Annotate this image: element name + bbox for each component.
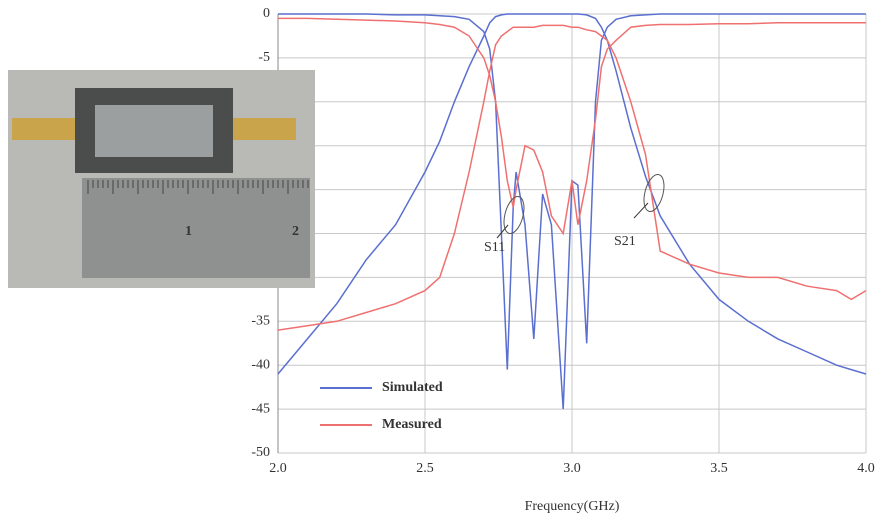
series-line	[277, 24, 867, 331]
ruler-label: 2	[292, 224, 299, 239]
ruler	[82, 178, 310, 278]
legend-label: Measured	[382, 417, 442, 432]
x-tick-label: 3.0	[563, 461, 581, 476]
y-tick-label: -40	[251, 357, 270, 372]
x-tick-label: 3.5	[710, 461, 728, 476]
x-axis-label: Frequency(GHz)	[525, 499, 620, 514]
annotation-arrow	[496, 224, 509, 239]
series-line	[277, 13, 867, 375]
y-tick-label: 0	[263, 6, 270, 21]
y-tick-label: -50	[251, 445, 270, 460]
x-tick-label: 2.0	[269, 461, 287, 476]
connector-left	[12, 118, 75, 140]
annotation-ellipse	[643, 174, 665, 212]
legend-label: Simulated	[382, 380, 443, 395]
y-tick-label: -45	[251, 401, 270, 416]
pcb-pattern	[95, 105, 213, 157]
ruler-label: 1	[185, 224, 192, 239]
annotation-arrow	[633, 202, 649, 219]
y-tick-label: -5	[258, 50, 270, 65]
annotation-ellipse	[503, 196, 525, 234]
y-tick-label: -35	[251, 314, 270, 329]
annotation: S21	[614, 234, 636, 249]
series-line	[278, 17, 866, 236]
connector-right	[233, 118, 296, 140]
series-line	[278, 13, 866, 410]
annotation: S11	[484, 240, 505, 255]
x-tick-label: 4.0	[857, 461, 875, 476]
x-tick-label: 2.5	[416, 461, 434, 476]
